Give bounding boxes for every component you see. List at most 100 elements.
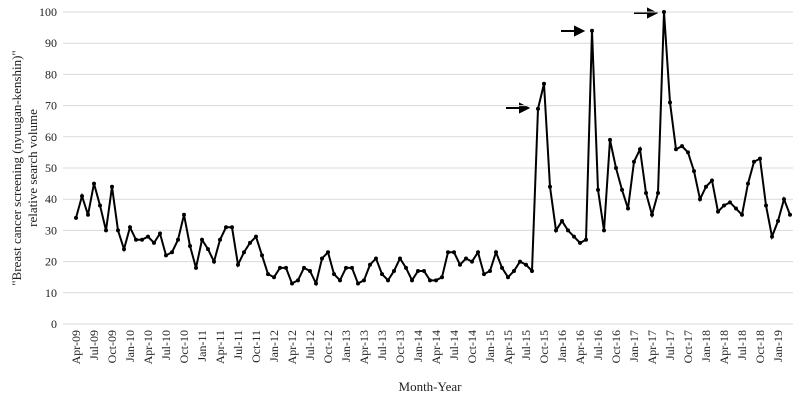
point	[368, 262, 372, 267]
y-tick-label: 100	[39, 5, 57, 19]
point	[458, 262, 462, 267]
point	[266, 272, 270, 277]
point	[110, 184, 114, 189]
point	[176, 237, 180, 242]
x-tick-label: Jul-14	[447, 330, 461, 360]
point	[236, 262, 240, 267]
y-axis-label: "Breast cancer screening (nyuugan-kenshi…	[9, 50, 24, 286]
point	[74, 215, 78, 220]
point	[410, 278, 414, 283]
point	[698, 197, 702, 202]
point	[686, 150, 690, 155]
x-tick-label: Apr-17	[645, 330, 659, 364]
x-tick-label: Oct-16	[609, 330, 623, 363]
point	[482, 272, 486, 277]
x-tick-label: Apr-18	[717, 330, 731, 364]
x-tick-label: Jan-16	[555, 330, 569, 362]
y-tick-label: 0	[51, 317, 57, 331]
x-axis-label: Month-Year	[399, 379, 463, 394]
point	[542, 81, 546, 86]
x-tick-label: Apr-16	[573, 330, 587, 364]
point	[530, 268, 534, 273]
point	[182, 212, 186, 217]
point	[200, 237, 204, 242]
x-tick-label: Jul-12	[303, 330, 317, 360]
point	[206, 247, 210, 252]
point	[770, 234, 774, 239]
line	[75, 11, 791, 287]
point	[380, 272, 384, 277]
x-tick-label: Oct-09	[105, 330, 119, 363]
point	[494, 250, 498, 255]
point	[350, 265, 354, 270]
y-tick-label: 50	[45, 161, 57, 175]
point	[218, 237, 222, 242]
point	[134, 237, 138, 242]
point	[284, 265, 288, 270]
x-tick-label: Oct-11	[249, 330, 263, 363]
y-tick-label: 70	[45, 99, 57, 113]
y-tick-label: 60	[45, 130, 57, 144]
point	[674, 147, 678, 152]
point	[80, 194, 84, 199]
point	[338, 278, 342, 283]
x-tick-label: Jan-10	[123, 330, 137, 362]
point	[122, 247, 126, 252]
x-tick-label: Apr-13	[357, 330, 371, 364]
point	[728, 200, 732, 205]
point	[188, 244, 192, 248]
point	[746, 181, 750, 186]
x-tick-label: Apr-14	[429, 330, 443, 364]
point	[416, 268, 420, 273]
x-tick-label: Oct-14	[465, 330, 479, 363]
point	[158, 231, 162, 236]
point	[434, 278, 438, 283]
x-tick-label: Jan-19	[771, 330, 785, 362]
point	[404, 265, 408, 270]
point	[602, 228, 606, 233]
point	[116, 228, 120, 233]
point	[242, 250, 246, 255]
point	[590, 28, 594, 33]
x-tick-label: Apr-09	[69, 330, 83, 364]
x-tick-label: Jan-14	[411, 330, 425, 362]
y-axis-label: relative search volume	[25, 109, 40, 227]
y-tick-label: 30	[45, 223, 57, 237]
point	[776, 219, 780, 224]
point	[170, 250, 174, 255]
point	[650, 212, 654, 217]
point	[692, 169, 696, 174]
point	[614, 166, 618, 170]
point	[128, 225, 132, 230]
point	[356, 281, 360, 286]
x-tick-label: Jul-13	[375, 330, 389, 360]
point	[716, 209, 720, 214]
point	[470, 259, 474, 264]
point	[626, 206, 630, 211]
x-tick-label: Jan-15	[483, 330, 497, 362]
point	[440, 275, 444, 280]
point	[194, 265, 198, 270]
x-tick-label: Oct-17	[681, 330, 695, 363]
point	[680, 144, 684, 149]
point	[782, 197, 786, 202]
point	[506, 275, 510, 280]
point	[560, 219, 564, 224]
point	[710, 178, 714, 183]
point	[230, 225, 234, 230]
point	[518, 259, 522, 264]
x-tick-label: Jul-10	[159, 330, 173, 360]
x-tick-label: Oct-15	[537, 330, 551, 363]
point	[296, 278, 300, 283]
point	[620, 187, 624, 192]
point	[500, 265, 504, 270]
point	[668, 100, 672, 105]
y-tick-label: 10	[45, 286, 57, 300]
point	[584, 237, 588, 242]
point	[254, 234, 258, 239]
point	[422, 268, 426, 273]
x-tick-label: Oct-13	[393, 330, 407, 363]
x-tick-label: Jan-18	[699, 330, 713, 362]
point	[320, 256, 324, 261]
